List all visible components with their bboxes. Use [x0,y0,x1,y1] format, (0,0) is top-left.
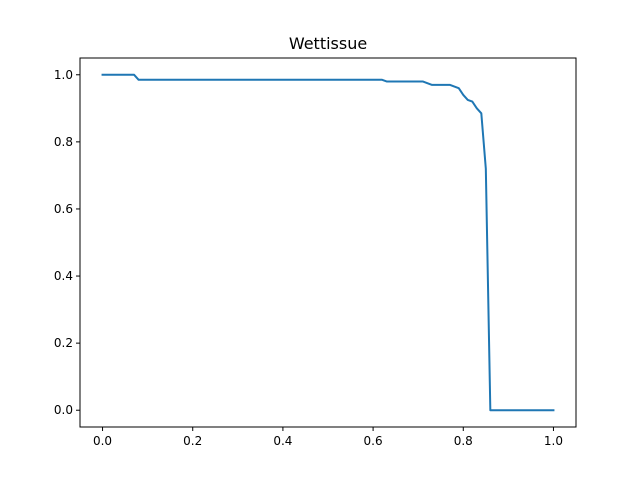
y-tick-label: 1.0 [54,68,73,82]
series-layer [101,73,555,412]
x-tick-label: 0.8 [454,434,473,448]
x-tick-label: 0.2 [183,434,202,448]
y-tick-label: 0.6 [54,202,73,216]
plot-frame [79,57,577,428]
y-tick-label: 0.2 [54,336,73,350]
y-tick-label: 0.8 [54,135,73,149]
series-line-0 [101,73,555,412]
tick-layer: 0.0 0.2 0.4 0.6 0.8 1.0 0.0 0.2 0.4 0.6 0.8 1.0 [54,68,563,448]
y-tick-label: 0.4 [54,269,73,283]
chart-title: Wettissue [289,34,367,53]
y-tick-label: 0.0 [54,403,73,417]
x-tick-label: 0.4 [273,434,292,448]
x-tick-label: 0.0 [93,434,112,448]
x-tick-label: 1.0 [544,434,563,448]
x-tick-label: 0.6 [364,434,383,448]
